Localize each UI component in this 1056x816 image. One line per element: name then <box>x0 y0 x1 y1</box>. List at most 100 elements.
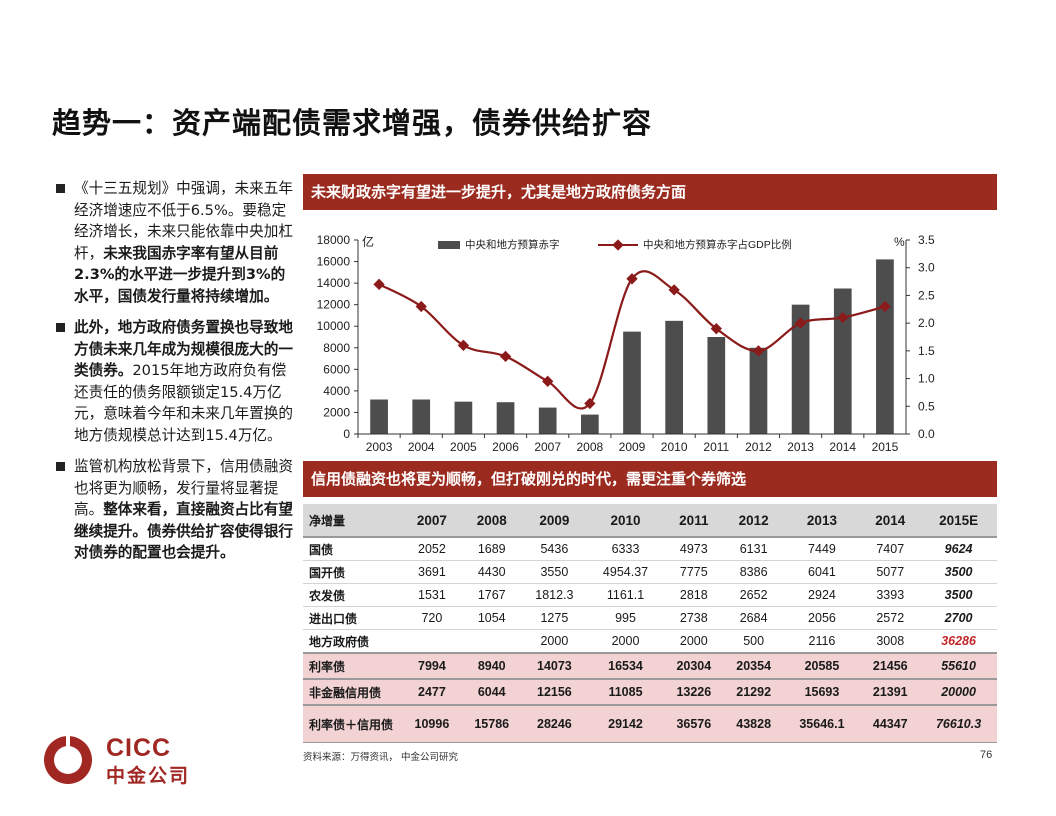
table-cell: 12156 <box>521 678 588 706</box>
table-header-year: 2013 <box>783 504 861 538</box>
table-cell: 1812.3 <box>521 583 588 607</box>
table-cell <box>461 629 522 654</box>
left-tick-label: 10000 <box>317 319 351 333</box>
square-bullet-icon <box>56 184 65 193</box>
deficit-ratio-point <box>457 339 470 351</box>
deficit-bar <box>580 414 599 434</box>
table-cell: 43828 <box>723 704 784 743</box>
x-tick-label: 2004 <box>408 440 435 454</box>
table-cell: 8940 <box>461 652 522 680</box>
table-cell: 7994 <box>402 652 462 680</box>
deficit-chart: 18000 16000 14000 12000 10000 8000 6000 4000 200… <box>317 233 935 454</box>
deficit-bar <box>833 288 852 434</box>
table-cell <box>402 629 462 654</box>
left-tick-label: 12000 <box>317 298 351 312</box>
logo-text-en: CICC <box>106 734 172 762</box>
deficit-bar <box>412 399 431 434</box>
x-tick-label: 2015 <box>872 440 899 454</box>
table-cell: 2000 <box>663 629 724 654</box>
table-row: 国开债 3691 4430 3550 4954.37 7775 8386 6041 5077 35… <box>303 560 997 584</box>
left-tick-label: 16000 <box>317 255 351 269</box>
table-cell: 8386 <box>723 560 784 584</box>
deficit-bar <box>496 402 515 434</box>
table-cell: 2738 <box>663 606 724 630</box>
table-header-year: 2007 <box>402 504 462 538</box>
square-bullet-icon <box>56 323 65 332</box>
bullet-text: 监管机构放松背景下，信用债融资也将更为顺畅，发行量将显著提高。 <box>74 458 293 518</box>
table-row: 农发债 1531 1767 1812.3 1161.1 2818 2652 2924 3393 3… <box>303 583 997 607</box>
table-cell: 7449 <box>783 537 861 561</box>
x-tick-label: 2011 <box>703 440 729 454</box>
table-cell: 5077 <box>860 560 921 584</box>
table-cell: 14073 <box>521 652 588 680</box>
right-tick-label: 1.5 <box>918 344 935 358</box>
x-tick-label: 2009 <box>619 440 646 454</box>
deficit-ratio-point <box>710 323 722 335</box>
bullet-text: 2015年地方政府负有偿还责任的债务限额锁定15.4万亿元，意味着今年和未来几年… <box>74 362 293 444</box>
table-cell: 3500 <box>920 560 997 584</box>
table-header-year: 2012 <box>723 504 784 538</box>
x-tick-label: 2010 <box>661 440 688 454</box>
table-cell: 20304 <box>663 652 724 680</box>
square-bullet-icon <box>56 462 65 471</box>
deficit-bar <box>538 407 557 434</box>
deficit-bar <box>370 399 388 434</box>
table-row: 国债 2052 1689 5436 6333 4973 6131 7449 7407 9624 <box>303 537 997 561</box>
table-section-header: 信用债融资也将更为顺畅，但打破刚兑的时代，需更注重个券筛选 <box>303 461 997 497</box>
table-cell: 36286 <box>920 629 997 654</box>
table-row: 非金融信用债 2477 6044 12156 11085 13226 21292 15693 2… <box>303 678 997 706</box>
deficit-ratio-point <box>752 345 765 357</box>
table-cell: 4430 <box>461 560 522 584</box>
legend-line-label: 中央和地方预算赤字占GDP比例 <box>643 238 792 251</box>
bullet-list: 《十三五规划》中强调，未来五年经济增速应不低于6.5%。要稳定经济增长，未来只能… <box>56 178 294 574</box>
table-cell: 2116 <box>783 629 861 654</box>
right-tick-label: 0.0 <box>918 427 935 441</box>
table-cell: 29142 <box>587 704 664 743</box>
table-cell: 3393 <box>860 583 921 607</box>
table-cell: 2700 <box>920 606 997 630</box>
table-cell: 995 <box>587 606 664 630</box>
deficit-bar <box>749 347 768 434</box>
logo-text-cn: 中金公司 <box>106 765 191 787</box>
table-cell: 76610.3 <box>920 704 997 743</box>
right-tick-label: 0.5 <box>918 399 935 413</box>
table-cell: 15693 <box>783 678 861 706</box>
deficit-ratio-point <box>584 397 596 410</box>
legend-bar-swatch <box>438 241 460 249</box>
table-cell: 10996 <box>402 704 462 743</box>
table-cell: 1767 <box>461 583 522 607</box>
table-cell: 2052 <box>402 537 462 561</box>
table-header-year: 2014 <box>860 504 921 538</box>
table-cell: 3691 <box>402 560 462 584</box>
table-cell: 3550 <box>521 560 588 584</box>
table-cell: 1531 <box>402 583 462 607</box>
left-tick-label: 14000 <box>317 276 351 290</box>
table-cell: 4954.37 <box>587 560 664 584</box>
table-cell: 6333 <box>587 537 664 561</box>
net-issuance-table: 净增量 2007 2008 2009 2010 2011 2012 2013 2014 2015E… <box>303 504 997 743</box>
deficit-bar <box>665 320 684 434</box>
table-header-year: 2009 <box>521 504 588 538</box>
table-cell: 20000 <box>920 678 997 706</box>
footer-divider <box>303 742 997 743</box>
left-tick-label: 18000 <box>317 233 351 247</box>
table-cell: 2924 <box>783 583 861 607</box>
deficit-bar <box>707 337 726 434</box>
bullet-bold-text: 整体来看，直接融资占比有望继续提升。债券供给扩容使得银行对债券的配置也会提升。 <box>74 501 293 561</box>
table-header-year: 2015E <box>920 504 997 538</box>
table-cell: 2056 <box>783 606 861 630</box>
table-cell: 2000 <box>587 629 664 654</box>
row-label: 非金融信用债 <box>303 678 402 706</box>
bullet-item: 《十三五规划》中强调，未来五年经济增速应不低于6.5%。要稳定经济增长，未来只能… <box>56 178 294 307</box>
table-cell: 1161.1 <box>587 583 664 607</box>
x-tick-label: 2006 <box>492 440 519 454</box>
page-number: 76 <box>980 749 993 761</box>
table-row: 利率债 7994 8940 14073 16534 20304 20354 20585 2145… <box>303 652 997 680</box>
right-tick-label: 2.5 <box>918 288 935 302</box>
table-cell: 2818 <box>663 583 724 607</box>
right-tick-label: 1.0 <box>918 372 935 386</box>
deficit-ratio-point <box>668 284 680 296</box>
table-cell: 2000 <box>521 629 588 654</box>
table-cell: 3500 <box>920 583 997 607</box>
table-row: 利率债＋信用债 10996 15786 28246 29142 36576 43828 356… <box>303 704 997 743</box>
